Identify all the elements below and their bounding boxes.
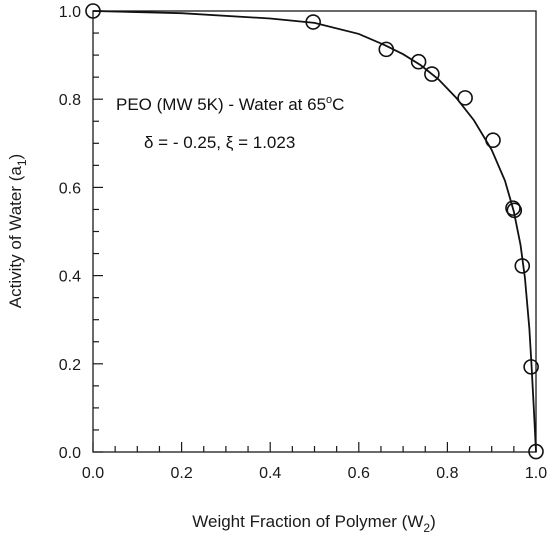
tick-labels: 0.0 0.2 0.4 0.6 0.8 1.0 0.0 0.2 0.4 0.6 0.8 1.0: [59, 4, 547, 482]
data-point: [514, 258, 531, 274]
data-point: [523, 359, 539, 375]
data-point: [457, 90, 473, 106]
y-axis-label: Activity of Water (a1): [6, 154, 29, 308]
x-tick-label: 0.0: [82, 465, 104, 482]
plot-frame: [92, 10, 537, 453]
x-tick-label: 0.2: [170, 465, 192, 482]
y-tick-label: 0.2: [59, 357, 81, 374]
data-point: [485, 132, 501, 149]
data-point: [410, 53, 427, 70]
y-tick-label: 0.4: [59, 269, 81, 286]
x-tick-label: 0.4: [259, 465, 281, 482]
x-axis-label: Weight Fraction of Polymer (W2): [192, 512, 436, 535]
data-point: [424, 66, 440, 82]
annotation-line-2: δ = - 0.25, ξ = 1.023: [144, 133, 295, 152]
data-point: [528, 443, 544, 460]
y-tick-label: 0.6: [59, 180, 81, 197]
data-point: [378, 41, 395, 58]
annotation-line-1: PEO (MW 5K) - Water at 65oC: [116, 94, 344, 114]
data-markers: [85, 3, 544, 460]
data-point: [506, 202, 523, 219]
fit-curve: [92, 10, 537, 453]
data-point: [505, 200, 521, 216]
x-tick-label: 1.0: [525, 465, 547, 482]
data-point: [85, 3, 101, 19]
data-point: [305, 14, 321, 30]
y-tick-label: 1.0: [59, 4, 81, 21]
y-tick-label: 0.0: [59, 445, 81, 462]
y-tick-label: 0.8: [59, 92, 81, 109]
x-tick-label: 0.8: [436, 465, 458, 482]
x-tick-label: 0.6: [348, 465, 370, 482]
axis-ticks: [92, 10, 537, 453]
